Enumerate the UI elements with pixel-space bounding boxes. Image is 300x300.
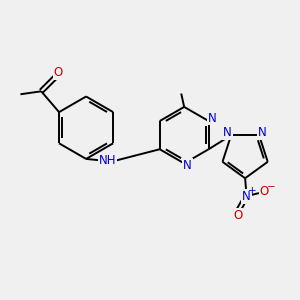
Text: N: N [208, 112, 217, 124]
Text: N: N [223, 126, 232, 139]
Text: +: + [248, 186, 257, 196]
Text: N: N [242, 190, 251, 202]
Text: O: O [233, 208, 242, 222]
Text: −: − [267, 182, 275, 192]
Text: O: O [54, 66, 63, 80]
Text: O: O [260, 185, 269, 198]
Text: NH: NH [99, 154, 116, 167]
Text: N: N [258, 126, 267, 139]
Text: N: N [183, 159, 192, 172]
